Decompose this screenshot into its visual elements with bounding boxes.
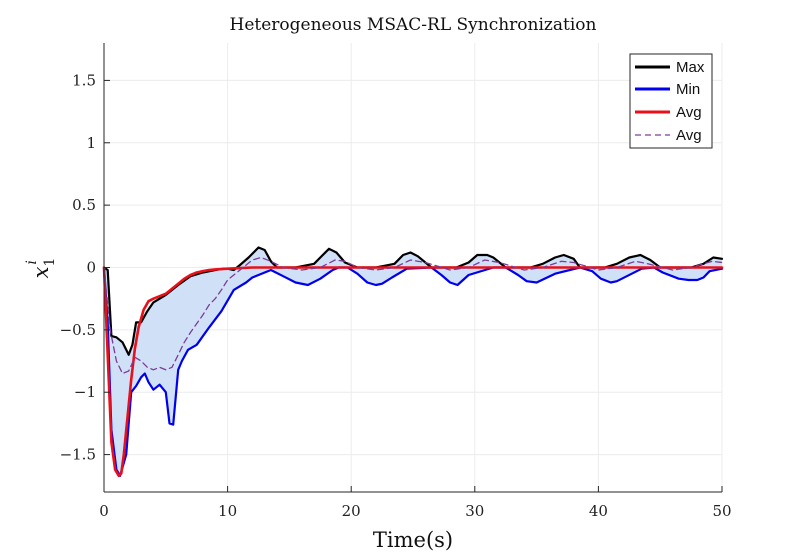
y-tick-label: 0	[86, 259, 96, 277]
x-tick-label: 20	[342, 502, 361, 520]
y-tick-label: 1.5	[72, 71, 96, 89]
legend: Max Min Avg Avg	[629, 53, 713, 149]
legend-label-avg: Avg	[676, 104, 702, 121]
series-lines	[102, 246, 724, 478]
legend-label-avg-dashed: Avg	[676, 127, 702, 144]
x-tick-label: 0	[99, 502, 109, 520]
series-line-avg-dashed	[103, 256, 723, 375]
x-tick-label: 10	[218, 502, 237, 520]
x-ticks: 0 10 20 30 40 50	[99, 486, 732, 520]
legend-label-min: Min	[676, 81, 700, 98]
y-ticks: −1.5 −1 −0.5 0 0.5 1 1.5	[60, 71, 110, 464]
legend-box	[629, 53, 713, 149]
y-tick-label: 1	[86, 134, 96, 152]
x-tick-label: 40	[589, 502, 608, 520]
y-tick-label: −1.5	[60, 446, 96, 464]
x-tick-label: 30	[465, 502, 484, 520]
svg-text:x1i: x1i	[24, 258, 58, 279]
y-tick-label: −0.5	[60, 321, 96, 339]
y-label-sub: 1	[42, 258, 58, 267]
y-label-sup: i	[24, 260, 40, 264]
x-axis-label: Time(s)	[373, 528, 453, 552]
y-label-main: x	[29, 266, 53, 278]
y-axis-label: x1i	[24, 258, 58, 279]
x-tick-label: 50	[712, 502, 731, 520]
series-line-avg	[102, 266, 724, 478]
chart-title: Heterogeneous MSAC-RL Synchronization	[230, 15, 597, 35]
y-tick-label: −1	[74, 383, 96, 401]
y-tick-label: 0.5	[72, 196, 96, 214]
legend-label-max: Max	[676, 59, 705, 76]
